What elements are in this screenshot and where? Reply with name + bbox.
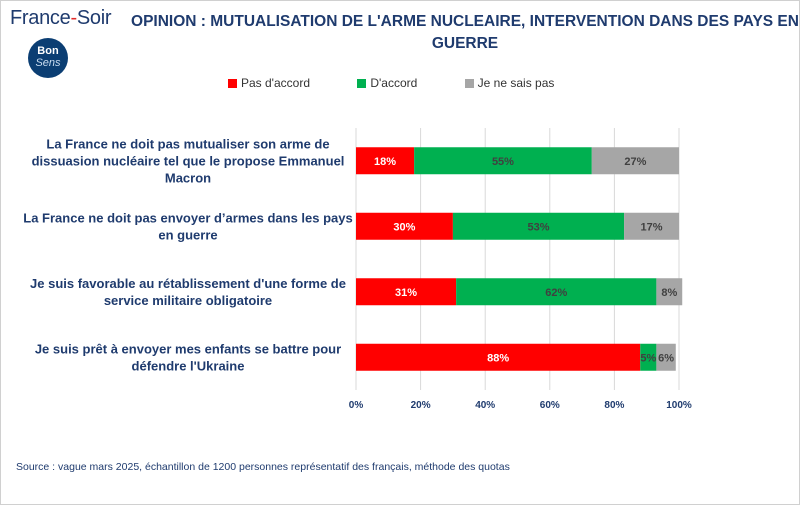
france-soir-logo: France-Soir bbox=[10, 7, 112, 29]
data-label: 31% bbox=[395, 287, 417, 299]
data-label: 27% bbox=[624, 156, 646, 168]
data-label: 88% bbox=[487, 352, 509, 364]
legend-item-daccord: D'accord bbox=[357, 76, 417, 90]
bar-segment bbox=[452, 212, 625, 240]
legend-swatch bbox=[357, 78, 367, 88]
bar-segment bbox=[624, 212, 679, 240]
category-label: défendre l'Ukraine bbox=[132, 358, 245, 373]
data-label: 62% bbox=[545, 287, 567, 299]
data-label: 8% bbox=[661, 287, 677, 299]
x-tick-label: 40% bbox=[475, 400, 495, 411]
legend-label: D'accord bbox=[370, 76, 418, 90]
x-tick-label: 80% bbox=[604, 400, 624, 411]
bar-segment bbox=[356, 343, 641, 371]
bar-segment bbox=[656, 343, 676, 371]
data-label: 5% bbox=[640, 352, 656, 364]
category-label: dissuasion nucléaire tel que le propose … bbox=[32, 153, 345, 168]
bar-segment bbox=[356, 212, 453, 240]
category-label: La France ne doit pas mutualiser son arm… bbox=[46, 136, 329, 151]
legend-swatch bbox=[464, 78, 474, 88]
data-label: 17% bbox=[641, 221, 663, 233]
chart-legend: Pas d'accord D'accord Je ne sais pas bbox=[228, 76, 598, 91]
legend-label: Je ne sais pas bbox=[477, 76, 555, 90]
bar-segment bbox=[640, 343, 657, 371]
category-label: La France ne doit pas envoyer d’armes da… bbox=[23, 210, 352, 225]
source-note: Source : vague mars 2025, échantillon de… bbox=[16, 461, 510, 473]
bar-segment bbox=[591, 147, 679, 175]
category-label: Je suis favorable au rétablissement d'un… bbox=[30, 276, 346, 291]
data-label: 55% bbox=[492, 156, 514, 168]
data-label: 30% bbox=[393, 221, 415, 233]
legend-label: Pas d'accord bbox=[241, 76, 310, 90]
bon-sens-badge: Bon Sens bbox=[28, 38, 68, 78]
data-label: 53% bbox=[527, 221, 549, 233]
data-label: 18% bbox=[374, 156, 396, 168]
bar-segment bbox=[656, 278, 683, 306]
x-tick-label: 60% bbox=[540, 400, 560, 411]
x-tick-label: 20% bbox=[411, 400, 431, 411]
bar-segment bbox=[414, 147, 592, 175]
legend-item-pas-daccord: Pas d'accord bbox=[228, 76, 310, 90]
bar-segment bbox=[356, 278, 457, 306]
legend-item-je-ne-sais-pas: Je ne sais pas bbox=[464, 76, 555, 90]
category-label: en guerre bbox=[158, 227, 217, 242]
bar-segment bbox=[356, 147, 415, 175]
legend-swatch bbox=[228, 78, 237, 88]
chart-title: OPINION : MUTUALISATION DE L'ARME NUCLEA… bbox=[131, 13, 799, 52]
x-tick-label: 0% bbox=[349, 400, 364, 411]
data-label: 6% bbox=[658, 352, 674, 364]
category-label: Je suis prêt à envoyer mes enfants se ba… bbox=[35, 341, 341, 356]
bar-segment bbox=[456, 278, 657, 306]
x-tick-label: 100% bbox=[666, 400, 692, 411]
category-label: service militaire obligatoire bbox=[104, 293, 272, 308]
category-label: Macron bbox=[165, 170, 211, 185]
